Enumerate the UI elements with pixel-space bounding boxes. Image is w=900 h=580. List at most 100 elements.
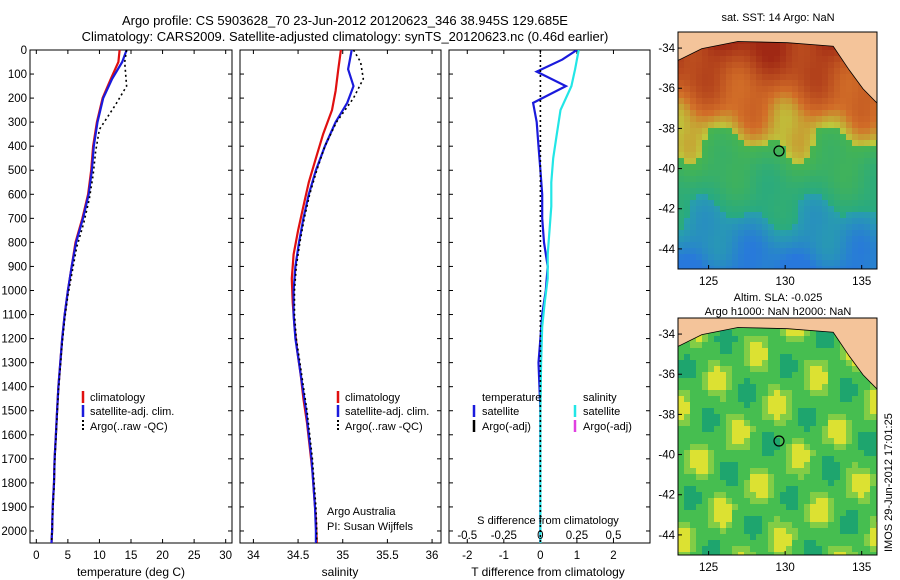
- map-cell: [720, 182, 727, 189]
- map-cell: [744, 80, 751, 87]
- map-cell: [702, 50, 709, 57]
- map-cell: [768, 74, 775, 81]
- map-cell: [678, 540, 685, 547]
- map-cell: [720, 402, 727, 409]
- map-cell: [708, 206, 715, 213]
- map-cell: [774, 342, 781, 349]
- map-cell: [810, 420, 817, 427]
- map-cell: [774, 80, 781, 87]
- map-cell: [852, 432, 859, 439]
- map-cell: [804, 86, 811, 93]
- map-cell: [858, 86, 865, 93]
- map-cell: [834, 74, 841, 81]
- difference-series: [531, 50, 580, 543]
- map-cell: [708, 44, 715, 51]
- map-cell: [870, 522, 877, 529]
- map-cell: [846, 194, 853, 201]
- map-cell: [786, 56, 793, 63]
- map-cell: [708, 56, 715, 63]
- map-cell: [798, 420, 805, 427]
- map-cell: [738, 438, 745, 445]
- map-cell: [762, 456, 769, 463]
- map-cell: [834, 504, 841, 511]
- map-cell: [786, 80, 793, 87]
- map-cell: [714, 158, 721, 165]
- map-cell: [690, 414, 697, 421]
- map-cell: [678, 498, 685, 505]
- map-cell: [792, 540, 799, 547]
- map-cell: [702, 540, 709, 547]
- s-tick-label: -0.5: [457, 530, 477, 542]
- map-cell: [798, 44, 805, 51]
- map-cell: [750, 152, 757, 159]
- map-cell: [828, 546, 835, 553]
- map-cell: [858, 450, 865, 457]
- map-cell: [738, 206, 745, 213]
- map-cell: [708, 98, 715, 105]
- map-cell: [738, 128, 745, 135]
- map-cell: [816, 450, 823, 457]
- timestamp-footer: IMOS 29-Jun-2012 17:01:25: [883, 413, 895, 552]
- map-cell: [720, 534, 727, 541]
- legend-label-argo: Argo(..raw -QC): [90, 421, 168, 433]
- map-cell: [786, 254, 793, 261]
- map-cell: [714, 140, 721, 147]
- map-cell: [726, 176, 733, 183]
- map-cell: [798, 116, 805, 123]
- map-cell: [756, 372, 763, 379]
- salinity-y-ticks: [240, 49, 441, 532]
- map-cell: [774, 378, 781, 385]
- map-cell: [864, 266, 871, 269]
- map-cell: [774, 390, 781, 397]
- map-cell: [756, 534, 763, 541]
- map-cell: [852, 164, 859, 171]
- map-cell: [858, 540, 865, 547]
- map-cell: [726, 122, 733, 129]
- map-cell: [828, 468, 835, 475]
- map-cell: [840, 390, 847, 397]
- map-cell: [744, 188, 751, 195]
- map-cell: [738, 510, 745, 517]
- map-cell: [864, 384, 871, 391]
- map-cell: [822, 200, 829, 207]
- map-cell: [774, 414, 781, 421]
- map-cell: [768, 254, 775, 261]
- map-cell: [702, 92, 709, 99]
- map-cell: [762, 158, 769, 165]
- map-cell: [852, 176, 859, 183]
- map-cell: [702, 486, 709, 493]
- map-cell: [834, 164, 841, 171]
- map-cell: [810, 158, 817, 165]
- map-cell: [714, 360, 721, 367]
- map-cell: [744, 68, 751, 75]
- map-cell: [696, 170, 703, 177]
- map-cell: [696, 426, 703, 433]
- map-cell: [804, 378, 811, 385]
- map-cell: [690, 140, 697, 147]
- map-cell: [750, 366, 757, 373]
- y-tick-label: 400: [8, 141, 27, 153]
- map-cell: [864, 402, 871, 409]
- map-cell: [846, 552, 853, 555]
- map-cell: [864, 110, 871, 117]
- map-cell: [798, 146, 805, 153]
- map-cell: [846, 390, 853, 397]
- map-cell: [732, 110, 739, 117]
- map-cell: [768, 384, 775, 391]
- map-cell: [678, 552, 685, 555]
- map-cell: [822, 474, 829, 481]
- map-cell: [846, 366, 853, 373]
- map-cell: [852, 266, 859, 269]
- map-cell: [828, 68, 835, 75]
- map-cell: [804, 248, 811, 255]
- map-cell: [708, 146, 715, 153]
- map-cell: [714, 402, 721, 409]
- map-cell: [780, 444, 787, 451]
- map-cell: [846, 212, 853, 219]
- y-tick-label: 600: [8, 189, 27, 201]
- map-cell: [816, 360, 823, 367]
- map-cell: [834, 188, 841, 195]
- salinity-x-label: salinity: [322, 565, 359, 579]
- map-cell: [816, 98, 823, 105]
- map-cell: [744, 116, 751, 123]
